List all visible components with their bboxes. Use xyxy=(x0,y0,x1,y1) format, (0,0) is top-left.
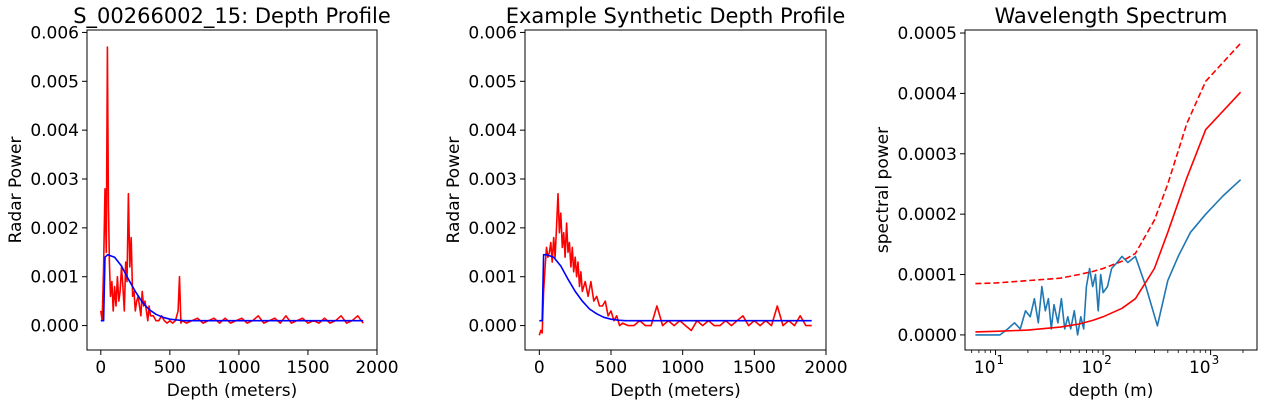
x-tick-label: 10 xyxy=(974,358,996,378)
y-tick-label: 0.005 xyxy=(30,72,79,92)
x-tick-exponent: 1 xyxy=(997,353,1005,367)
y-tick-label: 0.006 xyxy=(30,23,79,43)
y-axis-label: Radar Power xyxy=(444,137,464,244)
chart-panel-1: 0.000 0.001 0.002 0.003 0.004 0.005 0.006 0 500 1… xyxy=(6,4,399,401)
plot-frame xyxy=(964,29,1258,351)
x-tick-label: 2000 xyxy=(355,358,398,378)
series-line-2 xyxy=(100,253,364,322)
series-line-1 xyxy=(538,192,812,336)
x-tick-exponent: 3 xyxy=(1212,353,1220,367)
x-axis-label: Depth (meters) xyxy=(610,381,740,401)
x-tick-label: 2000 xyxy=(804,358,847,378)
x-tick-label: 10 xyxy=(1081,358,1103,378)
x-tick-label: 1500 xyxy=(733,358,776,378)
x-tick-label: 0 xyxy=(95,358,106,378)
x-axis-label: Depth (meters) xyxy=(167,381,297,401)
y-tick-label: 0.002 xyxy=(468,219,517,239)
x-tick-exponent: 2 xyxy=(1104,353,1112,367)
x-tick-label: 1000 xyxy=(217,358,260,378)
y-tick-label: 0.000 xyxy=(30,317,79,337)
chart-title: S_00266002_15: Depth Profile xyxy=(73,4,391,29)
y-tick-label: 0.0004 xyxy=(898,84,957,104)
y-axis-label: Radar Power xyxy=(6,137,26,244)
y-tick-label: 0.004 xyxy=(468,121,517,141)
x-tick-label: 0 xyxy=(534,358,545,378)
x-tick-label: 500 xyxy=(154,358,186,378)
series-line-1 xyxy=(100,46,364,324)
chart-title: Example Synthetic Depth Profile xyxy=(506,4,846,28)
x-tick-label: 10 xyxy=(1189,358,1211,378)
series-line-2 xyxy=(539,253,812,322)
series-line-2 xyxy=(975,91,1242,333)
series-line-1 xyxy=(975,179,1242,336)
x-tick-label: 1000 xyxy=(661,358,704,378)
plot-frame xyxy=(524,29,827,351)
y-axis-label: spectral power xyxy=(873,127,893,253)
y-tick-label: 0.001 xyxy=(468,268,517,288)
chart-panel-2: 0.000 0.001 0.002 0.003 0.004 0.005 0.006 0 500 1… xyxy=(444,4,848,401)
plot-frame xyxy=(86,29,378,351)
y-tick-label: 0.0002 xyxy=(898,205,957,225)
y-tick-label: 0.003 xyxy=(30,170,79,190)
y-tick-label: 0.003 xyxy=(468,170,517,190)
series-line-3 xyxy=(975,42,1242,285)
y-tick-label: 0.004 xyxy=(30,121,79,141)
chart-title: Wavelength Spectrum xyxy=(994,4,1227,28)
y-tick-label: 0.001 xyxy=(30,268,79,288)
x-tick-label: 500 xyxy=(595,358,627,378)
y-tick-label: 0.005 xyxy=(468,72,517,92)
x-axis-label: depth (m) xyxy=(1069,381,1154,401)
y-tick-label: 0.006 xyxy=(468,23,517,43)
y-tick-label: 0.000 xyxy=(468,317,517,337)
y-tick-label: 0.0003 xyxy=(898,145,957,165)
y-tick-label: 0.0000 xyxy=(898,326,957,346)
y-tick-label: 0.002 xyxy=(30,219,79,239)
x-tick-label: 1500 xyxy=(286,358,329,378)
y-tick-label: 0.0001 xyxy=(898,266,957,286)
y-tick-label: 0.0005 xyxy=(898,24,957,44)
